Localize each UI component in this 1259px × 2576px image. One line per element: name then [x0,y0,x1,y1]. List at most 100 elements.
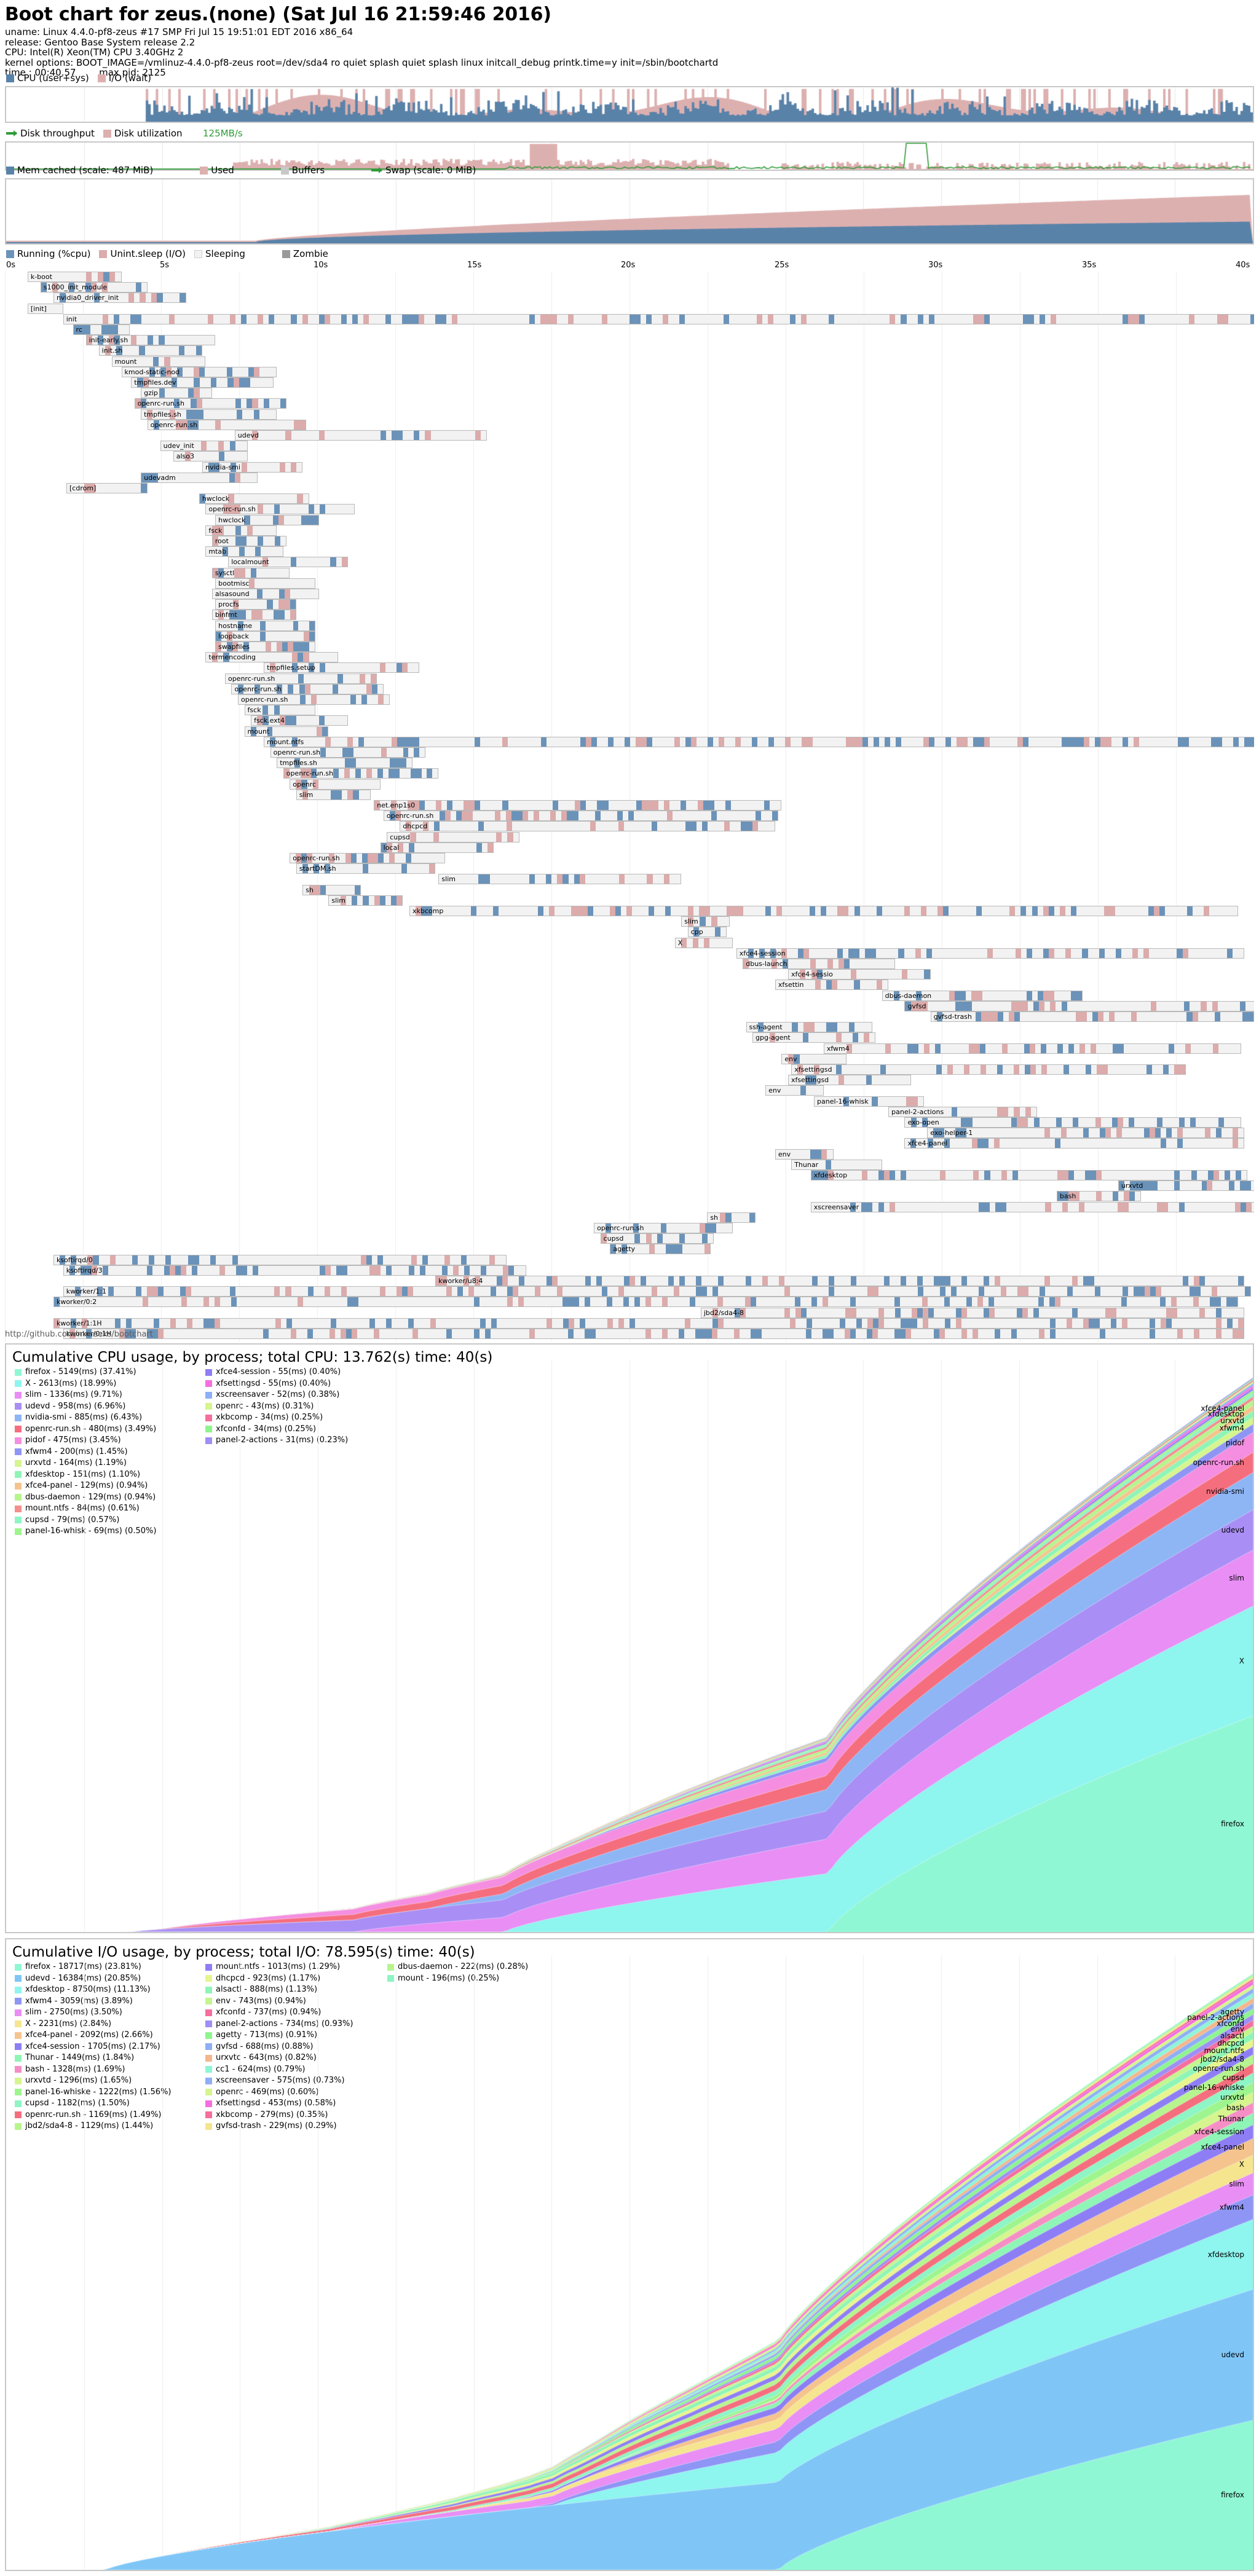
process-row[interactable]: cupsd [387,831,519,842]
process-row[interactable]: xfwm4 [823,1043,1241,1054]
process-row[interactable]: Thunar [791,1159,882,1170]
process-row[interactable]: hwclock [199,493,309,505]
process-row[interactable]: openrc-run.sh [238,694,390,705]
process-row[interactable]: tmpfiles.sh [141,409,277,420]
process-row[interactable]: openrc-run.sh [147,419,306,430]
process-row[interactable]: kworker/1:1H [53,1317,1245,1329]
process-row[interactable]: openrc-run.sh [134,398,286,409]
process-row[interactable]: nvidia0_driver_init [53,293,186,304]
process-row[interactable]: urxvtd [1118,1180,1254,1192]
process-row[interactable]: alsasound [211,589,319,599]
process-row[interactable]: env [765,1085,824,1096]
process-row[interactable]: [cdrom] [66,483,148,493]
process-row[interactable]: local [380,842,494,853]
process-row[interactable]: also3 [173,451,248,462]
process-row[interactable]: openrc-run.sh [383,811,779,822]
process-row[interactable]: gpg-agent [752,1032,876,1043]
process-row[interactable]: agetty [610,1244,711,1255]
process-row[interactable]: slim [328,895,403,906]
process-row[interactable]: udevadm [141,472,258,483]
process-row[interactable]: termencoding [205,652,339,663]
process-row[interactable]: ksoftirqd/0 [53,1254,507,1265]
process-row[interactable]: openrc-run.sh [283,768,439,779]
process-row[interactable]: k-boot [27,272,122,282]
process-row[interactable]: kworker/1:1 [63,1286,1251,1297]
process-row[interactable]: tmpfiles.dev [131,377,274,388]
process-row[interactable]: kworker/0:2 [53,1297,1238,1308]
process-row[interactable]: mtab [205,546,283,557]
process-row[interactable]: fsck [244,705,316,716]
process-row[interactable]: bash [1056,1191,1141,1202]
process-row[interactable]: s1000_init_module [40,282,148,293]
process-row[interactable]: X [674,937,733,948]
process-row[interactable]: xfce4-session [736,948,1245,959]
process-row[interactable]: udevd [234,430,487,441]
process-row[interactable]: localmount [228,557,348,568]
process-row[interactable]: openrc-run.sh [224,673,377,684]
process-row[interactable]: exo-helper-1 [927,1128,1245,1139]
process-row[interactable]: slim [681,916,730,927]
process-row[interactable]: rc [73,324,130,335]
process-row[interactable]: env [781,1053,847,1064]
process-row[interactable]: xfdesktop [810,1170,1248,1180]
process-row[interactable]: swapfiles [215,642,316,652]
process-row[interactable]: binfmt [211,610,296,621]
process-row[interactable]: cupsd [600,1233,714,1244]
process-row[interactable]: openrc-run.sh [290,853,445,863]
process-row[interactable]: openrc-run.sh [594,1223,733,1233]
process-row[interactable]: [init] [27,303,63,314]
process-row[interactable]: startDM.sh [296,863,436,874]
process-row[interactable]: tmpfiles.setup [264,662,419,673]
process-row[interactable]: xfsettingsd [787,1075,911,1086]
process-row[interactable]: openrc-run.sh [205,504,355,515]
process-row[interactable]: udev_init [160,441,248,452]
process-row[interactable]: kworker/u8:4 [435,1276,1245,1286]
process-row[interactable]: fsck [205,525,277,536]
process-row[interactable]: hostname [215,620,316,631]
process-row[interactable]: openrc [290,779,381,790]
process-row[interactable]: jbd2/sda4-8 [700,1307,1245,1318]
process-row[interactable]: cpp [687,927,727,938]
process-row[interactable]: exo-open [904,1117,1241,1128]
process-row[interactable]: net.enp1s0 [374,800,782,811]
process-row[interactable]: xfsettingsd [791,1064,1186,1075]
process-row[interactable]: panel-2-actions [888,1106,1038,1117]
process-row[interactable]: init [63,313,1254,324]
process-row[interactable]: xkbcomp [409,906,1238,916]
process-row[interactable]: hwclock [215,514,319,525]
process-row[interactable]: mount.ntfs [264,736,1254,747]
process-row[interactable]: gzip [141,388,212,399]
process-row[interactable]: ksoftirqd/3 [63,1265,526,1276]
process-row[interactable]: dhcpcd [400,821,775,832]
process-row[interactable]: gvfsd [904,1000,1254,1011]
process-row[interactable]: gvfsd-trash [930,1011,1254,1022]
footer-url[interactable]: http://github.com/mmeeks/bootchart [5,1330,153,1339]
process-row[interactable]: nvidia-smi [202,461,303,473]
process-row[interactable]: init.sh [98,345,203,356]
process-row[interactable]: init-early.sh [85,335,216,346]
process-row[interactable]: ssh-agent [746,1022,872,1033]
process-row[interactable]: xscreensaver [810,1201,1254,1212]
process-row[interactable]: openrc-run.sh [231,683,384,694]
process-row[interactable]: fsck.ext4 [251,715,348,726]
process-row[interactable]: xfce4-panel [904,1138,1245,1149]
process-row[interactable]: xfce4-sessio [787,969,931,980]
process-row[interactable]: xfsettin [775,980,889,991]
process-row[interactable]: mount [244,726,329,737]
process-row[interactable]: dbus-launch [743,959,895,969]
process-row[interactable]: root [211,536,286,546]
process-row[interactable]: tmpfiles.sh [277,758,413,769]
process-row[interactable]: loopback [215,630,316,642]
process-row[interactable]: kmod-static-nod [121,366,277,377]
process-row[interactable]: env [775,1149,834,1160]
process-row[interactable]: kworker/0:1H [63,1329,1245,1339]
process-row[interactable]: dbus-daemon [882,990,1083,1001]
process-row[interactable]: sh [707,1212,756,1223]
process-row[interactable]: sysctl [211,567,290,578]
process-row[interactable]: panel-16-whisk [814,1096,925,1107]
process-row[interactable]: sh [302,884,361,895]
process-row[interactable]: openrc-run.sh [270,747,426,758]
process-row[interactable]: procfs [215,599,296,610]
process-row[interactable]: slim [296,789,371,800]
process-row[interactable]: bootmisc [215,578,316,589]
